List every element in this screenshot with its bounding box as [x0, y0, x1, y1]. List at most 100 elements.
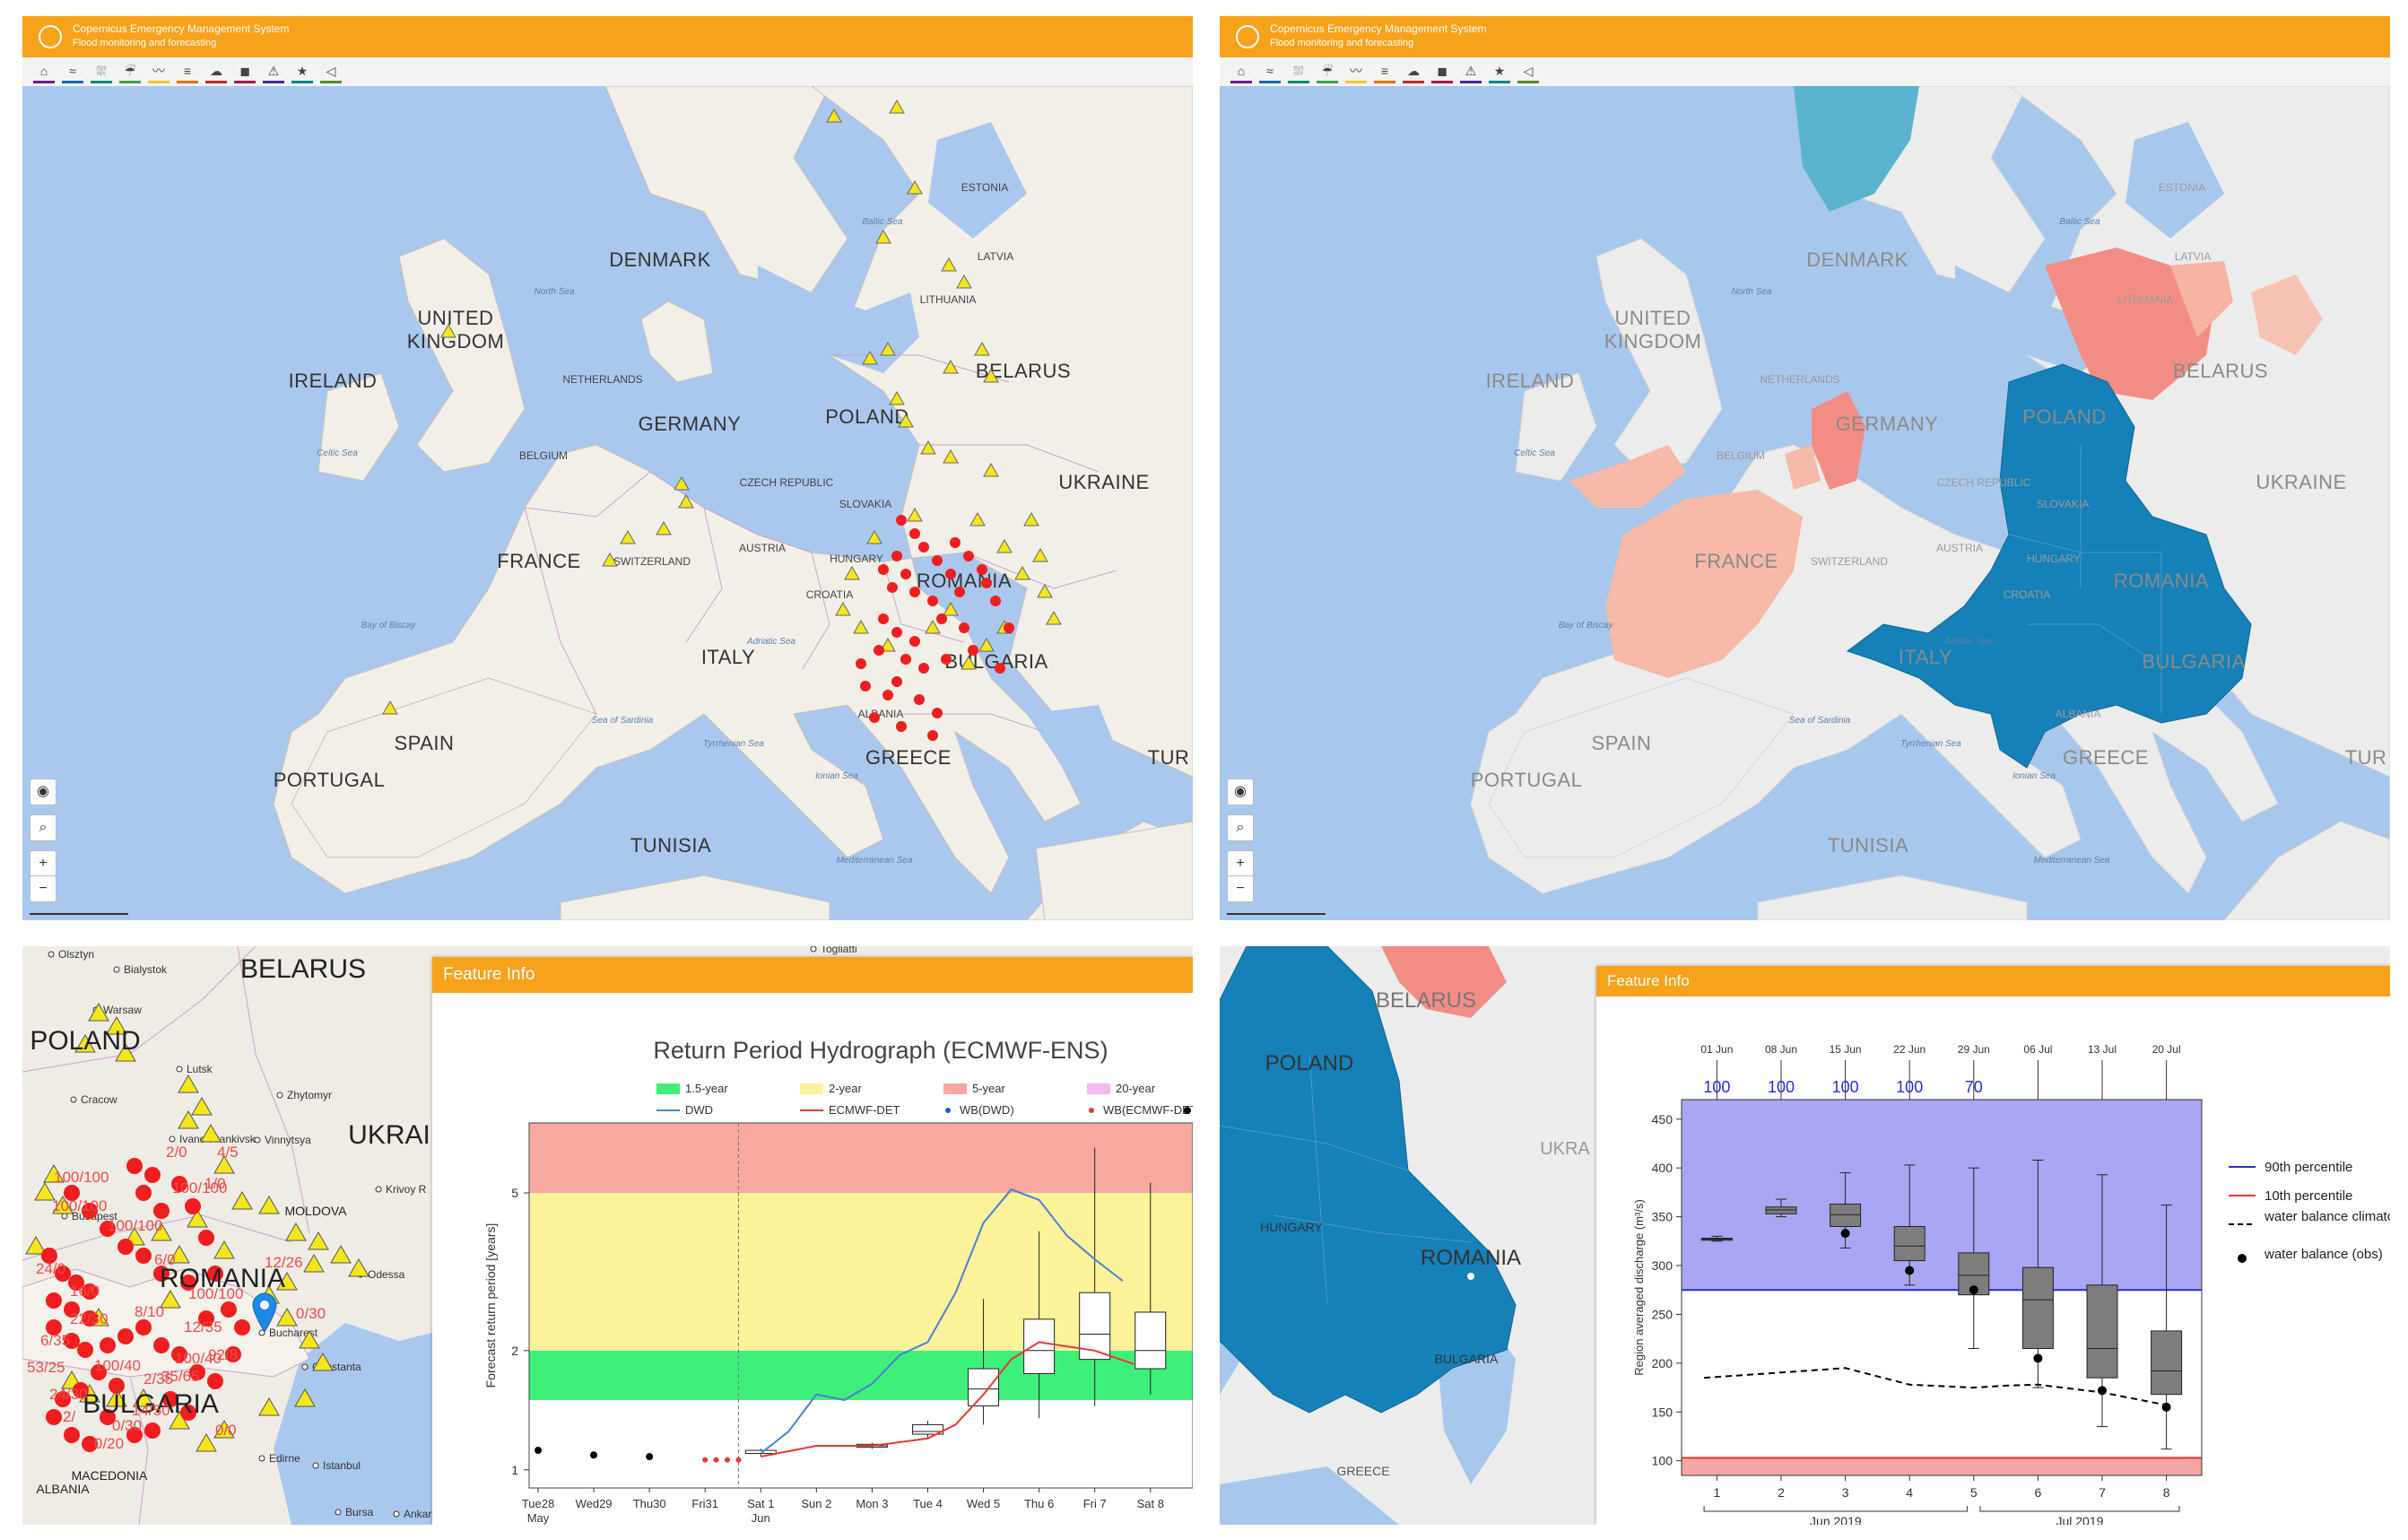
cloud-icon[interactable]: ☁ [1401, 62, 1426, 83]
search-map-button[interactable]: ⌕ [30, 814, 57, 841]
river-icon[interactable]: 〰 [146, 62, 171, 83]
country-label: HUNGARY [1260, 1220, 1323, 1234]
layer-toolbar: ⌂ ≈ ⛆ ☔ 〰 ≡ ☁ ◼ ⚠ ★ ◁ [22, 57, 1193, 87]
alert-dot-icon [927, 596, 938, 606]
alert-ratio-label: 6/35 [40, 1332, 70, 1349]
water-level-icon[interactable]: ≡ [1372, 62, 1397, 83]
legend-marker [1089, 1108, 1094, 1113]
alert-ratio-label: 0/0 [215, 1422, 237, 1439]
forecast-date-label: 13 Jul [2088, 1043, 2117, 1056]
observed-point [2098, 1386, 2108, 1396]
alert-triangle-icon [106, 1016, 127, 1035]
sea-label: North Sea [1731, 287, 1771, 297]
zoom-in-button[interactable]: + [1227, 850, 1254, 877]
town-dot-icon [258, 1329, 265, 1336]
country-label: ITALY [1899, 646, 1952, 668]
series-line [761, 1341, 1134, 1457]
return-period-band [529, 1123, 1193, 1193]
country-label-small: AUSTRIA [739, 542, 786, 554]
y-tick-label: 400 [1652, 1161, 1673, 1175]
alert-dot-icon [990, 596, 1001, 606]
y-tick-label: 200 [1652, 1356, 1673, 1370]
country-label-small: ALBANIA [2056, 708, 2101, 720]
locate-button[interactable]: ◉ [1227, 779, 1254, 805]
layer-color-bar [119, 81, 141, 83]
megaphone-icon[interactable]: ◁ [1516, 62, 1541, 83]
star-icon[interactable]: ★ [1487, 62, 1512, 83]
series-point [713, 1457, 719, 1463]
flash-flood-icon[interactable]: ☔ [117, 62, 143, 83]
alert-triangle-icon [348, 1258, 369, 1277]
legend-label: 20-year [1116, 1082, 1156, 1095]
star-icon[interactable]: ★ [290, 62, 315, 83]
country-label: POLAND [825, 405, 908, 428]
alert-dot-icon [891, 551, 902, 561]
zoom-out-button[interactable]: − [1227, 875, 1254, 902]
zoom-out-button[interactable]: − [30, 875, 57, 902]
box-body [1765, 1206, 1797, 1214]
rain-gauge-icon[interactable]: ⛆ [1286, 62, 1311, 83]
alert-triangle-icon [943, 601, 959, 616]
home-icon[interactable]: ⌂ [1229, 62, 1254, 83]
alert-dot-icon [225, 1346, 241, 1362]
alert-dot-icon [73, 1382, 89, 1398]
town-label: Bialystok [124, 963, 168, 976]
alert-triangle-icon [258, 1196, 280, 1214]
flash-flood-icon[interactable]: ☔ [1315, 62, 1340, 83]
country-label-small: HUNGARY [830, 552, 883, 565]
location-pin-icon[interactable] [251, 1292, 278, 1333]
megaphone-icon[interactable]: ◁ [318, 62, 343, 83]
y-tick-label: 1 [511, 1463, 518, 1477]
legend-marker [945, 1108, 951, 1113]
alert-dot-icon [896, 515, 907, 526]
country-label: PORTUGAL [1471, 769, 1583, 791]
country-label: ALBANIA [36, 1482, 90, 1496]
x-tick-sublabel: Jun [752, 1511, 770, 1525]
y-tick-label: 350 [1652, 1210, 1673, 1224]
search-map-button[interactable]: ⌕ [1227, 814, 1254, 841]
alert-dot-icon [914, 694, 925, 705]
camera-icon[interactable]: ◼ [1430, 62, 1455, 83]
alert-dot-icon [891, 627, 902, 638]
country-label-small: HUNGARY [2027, 552, 2081, 565]
zoom-in-button[interactable]: + [30, 850, 57, 877]
warning-icon[interactable]: ⚠ [1458, 62, 1483, 83]
alert-triangle-icon [258, 1397, 280, 1416]
town-label: Istanbul [323, 1459, 361, 1472]
country-label: BULGARIA [83, 1389, 219, 1419]
alert-triangle-icon [440, 323, 456, 338]
alert-dot-icon [64, 1333, 80, 1349]
sea-label: Adriatic Sea [746, 637, 795, 647]
rain-gauge-icon[interactable]: ⛆ [89, 62, 114, 83]
alert-dot-icon [900, 654, 911, 665]
layer-color-bar [1374, 81, 1395, 83]
alert-dot-icon [144, 1167, 161, 1183]
map-canvas[interactable]: NORWAYDENMARKUNITEDKINGDOMIRELANDGERMANY… [22, 86, 1193, 920]
river-icon[interactable]: 〰 [1343, 62, 1369, 83]
month-bracket [1703, 1506, 1969, 1512]
home-icon[interactable]: ⌂ [31, 62, 57, 83]
alert-ratio-label: 16/0 [70, 1283, 100, 1300]
alert-triangle-icon [133, 1388, 154, 1407]
waves-icon[interactable]: ≈ [60, 62, 85, 83]
alert-ratio-label: 0/20 [94, 1435, 124, 1452]
waves-icon[interactable]: ≈ [1257, 62, 1282, 83]
locate-button[interactable]: ◉ [30, 779, 57, 805]
country-label: TUNISIA [630, 834, 711, 857]
layer-color-bar [1460, 81, 1482, 83]
alert-ratio-label: 22/30 [70, 1310, 109, 1327]
x-tick-label: Sat 8 [1137, 1497, 1164, 1510]
alert-dot-icon [91, 1364, 107, 1380]
water-level-icon[interactable]: ≡ [175, 62, 200, 83]
alert-triangle-icon [1032, 547, 1048, 562]
alert-dot-icon [221, 1301, 237, 1318]
alert-triangle-icon [312, 1353, 334, 1371]
alert-triangle-icon [983, 462, 999, 477]
camera-icon[interactable]: ◼ [232, 62, 257, 83]
warning-icon[interactable]: ⚠ [261, 62, 286, 83]
sea-label: Celtic Sea [317, 448, 358, 458]
layer-color-bar [1489, 81, 1510, 83]
map-canvas-b[interactable]: NORWAYDENMARKUNITEDKINGDOMIRELANDGERMANY… [1220, 86, 2390, 920]
cloud-icon[interactable]: ☁ [204, 62, 229, 83]
town-label: Bucharest [269, 1327, 318, 1339]
